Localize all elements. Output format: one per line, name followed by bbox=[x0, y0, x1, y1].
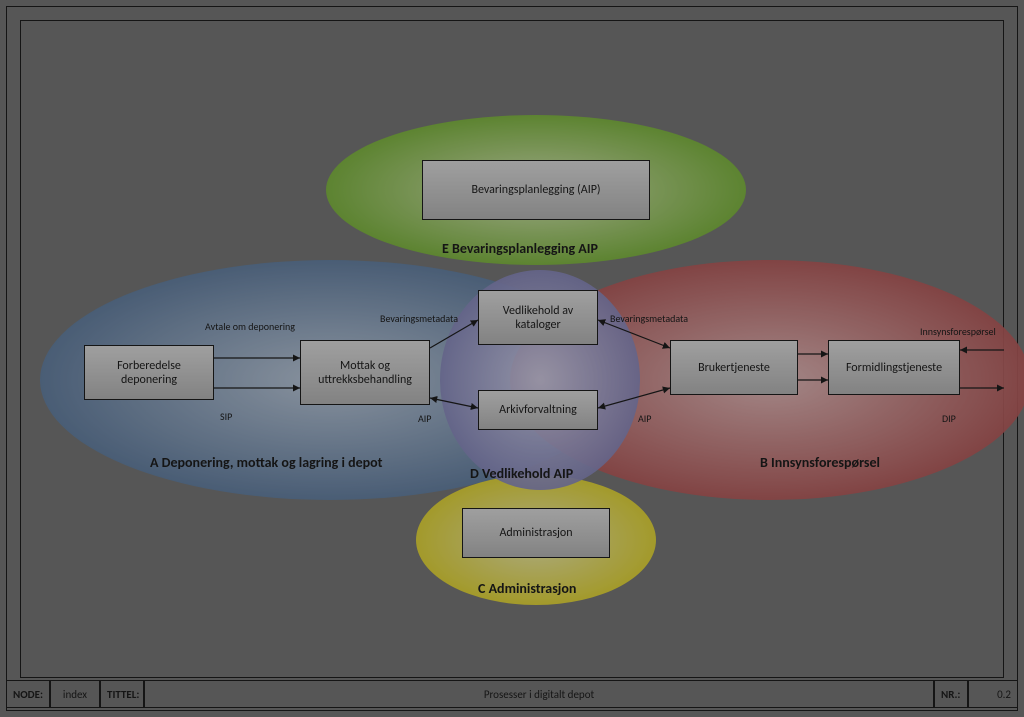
edge-label-bevmeta1: Bevaringsmetadata bbox=[380, 312, 458, 325]
footer-cell-label-4: NR.: bbox=[941, 688, 960, 701]
footer-cell-value-5: 0.2 bbox=[997, 688, 1011, 701]
footer-cell-4: NR.: bbox=[934, 680, 968, 708]
node-mottak: Mottak og uttrekksbehandling bbox=[300, 340, 430, 405]
footer-cell-5: 0.2 bbox=[968, 680, 1018, 708]
edge-label-aip2: AIP bbox=[638, 412, 651, 425]
node-bev_plan: Bevaringsplanlegging (AIP) bbox=[422, 160, 650, 220]
region-label-E: E Bevaringsplanlegging AIP bbox=[442, 240, 598, 257]
edge-label-sip: SIP bbox=[220, 410, 232, 423]
footer-cell-3: Prosesser i digitalt depot bbox=[144, 680, 934, 708]
footer-cell-1: index bbox=[50, 680, 100, 708]
node-admin: Administrasjon bbox=[462, 508, 610, 558]
edge-label-avtale: Avtale om deponering bbox=[205, 320, 295, 333]
edge-label-bevmeta2: Bevaringsmetadata bbox=[610, 312, 688, 325]
region-label-D: D Vedlikehold AIP bbox=[470, 465, 573, 482]
edge-label-innsyn: Innsynsforespørsel bbox=[920, 325, 996, 338]
footer-cell-value-3: Prosesser i digitalt depot bbox=[484, 688, 594, 701]
edge-label-aip1: AIP bbox=[418, 412, 431, 425]
footer-cell-2: TITTEL: bbox=[100, 680, 144, 708]
footer-cell-value-1: index bbox=[63, 688, 87, 701]
node-forb_dep: Forberedelse deponering bbox=[84, 345, 214, 400]
footer-cell-0: NODE: bbox=[6, 680, 50, 708]
node-formidl: Formidlingstjeneste bbox=[828, 340, 960, 395]
node-bruker: Brukertjeneste bbox=[670, 340, 798, 395]
region-label-C: C Administrasjon bbox=[478, 580, 576, 597]
region-label-B: B Innsynsforespørsel bbox=[760, 454, 880, 471]
node-vedl_kat: Vedlikehold av kataloger bbox=[478, 290, 598, 345]
edge-label-dip: DIP bbox=[942, 412, 956, 425]
node-arkiv: Arkivforvaltning bbox=[478, 390, 598, 430]
footer-cell-label-0: NODE: bbox=[13, 688, 43, 701]
footer-cell-label-2: TITTEL: bbox=[107, 688, 139, 701]
region-label-A: A Deponering, mottak og lagring i depot bbox=[150, 454, 383, 471]
